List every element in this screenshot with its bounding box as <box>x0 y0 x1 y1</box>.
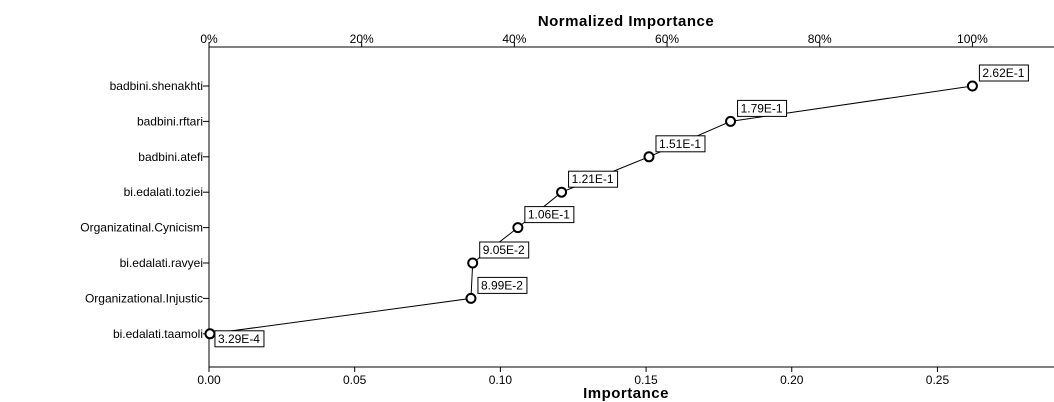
data-label: 2.62E-1 <box>978 64 1029 82</box>
data-point-marker <box>966 80 978 92</box>
bottom-tick-label: 0.05 <box>343 373 367 387</box>
data-label: 3.29E-4 <box>214 330 265 348</box>
data-label-box <box>477 276 528 294</box>
top-axis-title: Normalized Importance <box>538 13 714 30</box>
bottom-tick-label: 0.15 <box>634 373 658 387</box>
data-label: 1.51E-1 <box>655 135 706 153</box>
bottom-tick-label: 0.00 <box>197 373 221 387</box>
category-label: Organizatinal.Cynicism <box>80 221 203 235</box>
data-label: 1.79E-1 <box>737 99 788 117</box>
data-point-marker <box>465 292 477 304</box>
bottom-axis-title: Importance <box>583 385 669 402</box>
series-line <box>209 85 973 335</box>
data-point-marker <box>556 186 568 198</box>
data-label: 8.99E-2 <box>477 276 528 294</box>
data-label: 1.06E-1 <box>524 206 575 224</box>
data-label-text: 3.29E-4 <box>218 332 260 346</box>
category-label: bi.edalati.toziei <box>124 185 203 199</box>
data-label-box <box>568 170 619 188</box>
data-label-text: 2.62E-1 <box>982 66 1024 80</box>
data-label-text: 1.21E-1 <box>572 172 614 186</box>
category-label: bi.edalati.ravyei <box>120 256 203 270</box>
top-tick-label: 80% <box>808 32 832 46</box>
data-markers <box>204 80 978 340</box>
bottom-axis-ticks: 0.00 0.05 0.10 0.15 0.20 0.25 <box>197 367 949 387</box>
top-tick-label: 40% <box>502 32 526 46</box>
top-axis-ticks: 0% 20% 40% 60% 80% 100% <box>200 32 988 47</box>
data-label-box <box>479 241 530 259</box>
data-label-box <box>214 330 265 348</box>
data-label-text: 8.99E-2 <box>481 278 523 292</box>
data-label-box <box>524 206 575 224</box>
category-label: badbini.shenakhti <box>110 79 203 93</box>
data-point-marker <box>512 222 524 234</box>
top-tick-label: 20% <box>350 32 374 46</box>
bottom-tick-label: 0.10 <box>489 373 513 387</box>
data-label-text: 1.79E-1 <box>741 101 783 115</box>
top-tick-label: 100% <box>957 32 988 46</box>
data-labels: 2.62E-1 1.79E-1 1.51E-1 1.21E-1 1.06E-1 9.05E… <box>214 64 1029 348</box>
category-label: badbini.rftari <box>137 114 203 128</box>
data-point-marker <box>467 257 479 269</box>
data-label-box <box>737 99 788 117</box>
bottom-tick-label: 0.20 <box>780 373 804 387</box>
data-label-text: 1.51E-1 <box>659 137 701 151</box>
data-label-text: 1.06E-1 <box>528 208 570 222</box>
category-label: bi.edalati.taamoli <box>113 327 203 341</box>
data-label-box <box>978 64 1029 82</box>
category-label: Organizational.Injustic <box>85 291 203 305</box>
data-label: 9.05E-2 <box>479 241 530 259</box>
data-label-text: 9.05E-2 <box>483 243 525 257</box>
data-label: 1.21E-1 <box>568 170 619 188</box>
data-point-marker <box>725 115 737 127</box>
data-point-marker <box>204 328 216 340</box>
category-labels: badbini.shenakhti badbini.rftari badbini.a… <box>80 79 209 341</box>
top-tick-label: 0% <box>200 32 218 46</box>
top-tick-label: 60% <box>655 32 679 46</box>
bottom-tick-label: 0.25 <box>926 373 950 387</box>
data-label-box <box>655 135 706 153</box>
data-point-marker <box>643 151 655 163</box>
category-label: badbini.atefi <box>138 150 203 164</box>
